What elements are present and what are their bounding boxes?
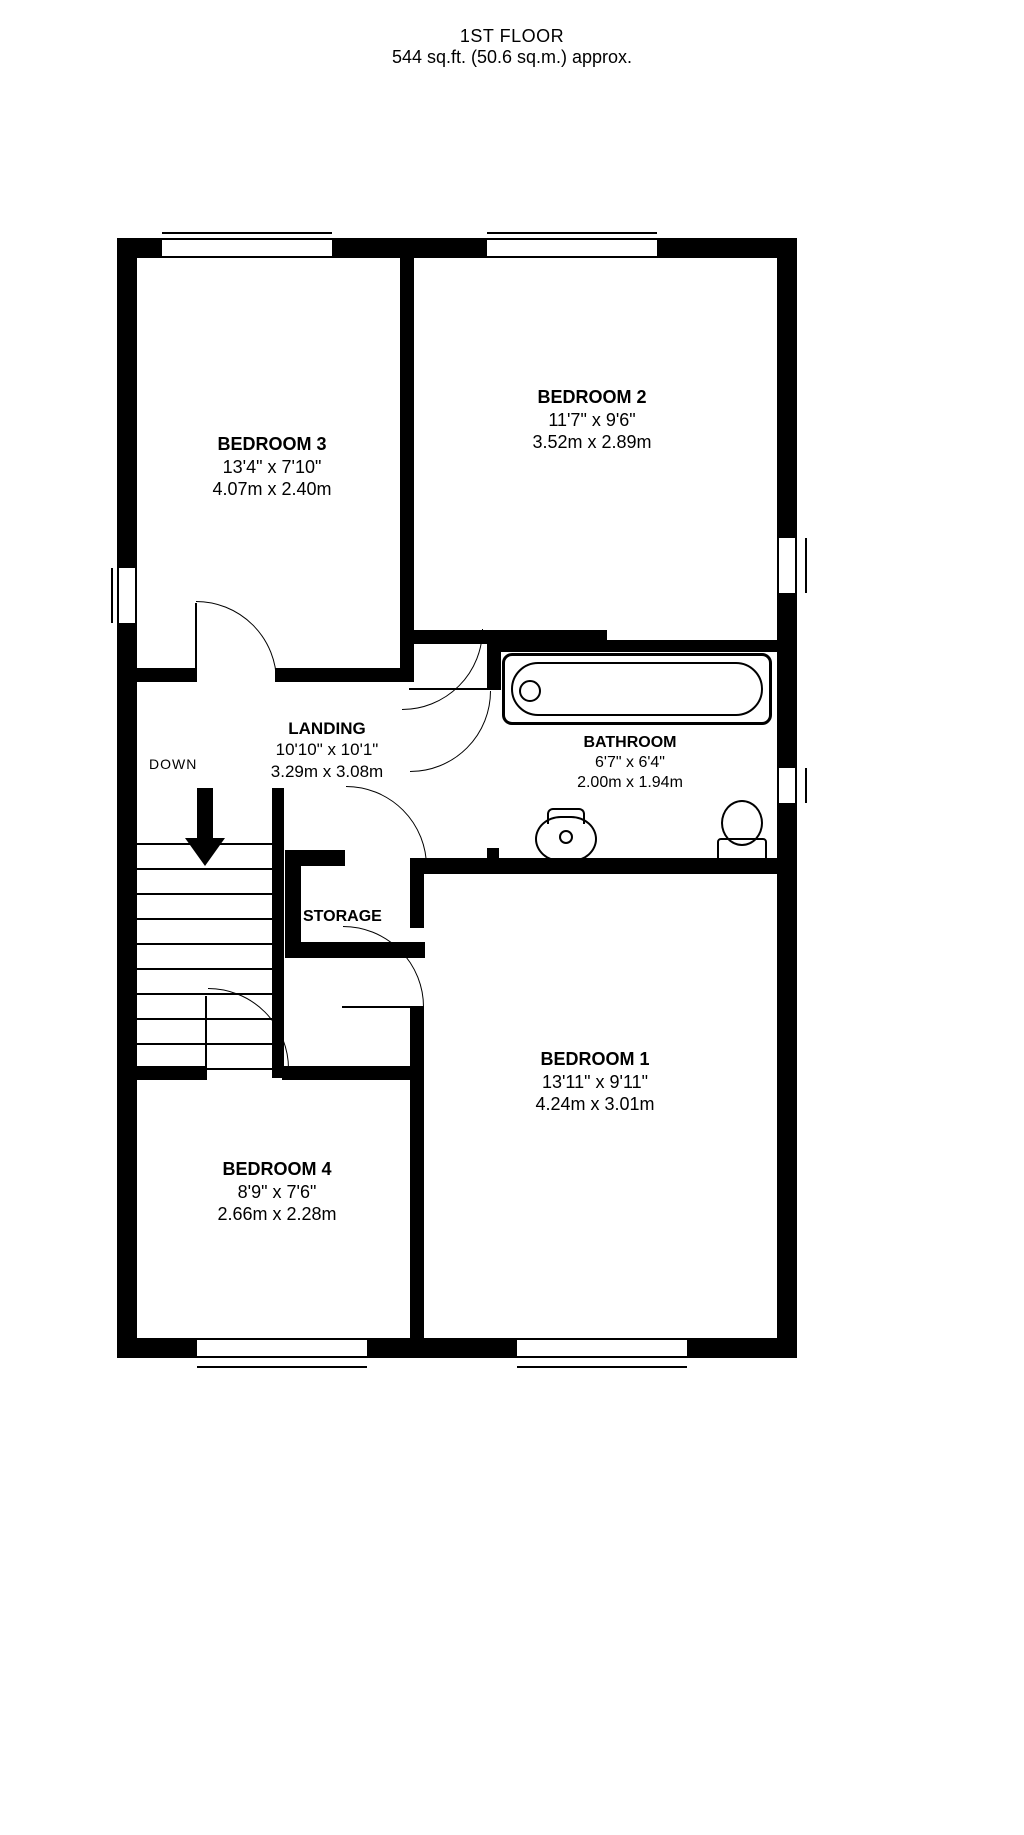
label-bedroom1: BEDROOM 1 13'11" x 9'11" 4.24m x 3.01m [445,1048,745,1116]
bathtub-icon [502,653,772,725]
label-bathroom: BATHROOM 6'7" x 6'4" 2.00m x 1.94m [515,733,745,793]
window-right-1 [777,538,797,593]
wall-bed3-bottom-b [275,668,414,682]
window-bottom-2 [517,1338,687,1358]
stairs [137,788,272,1078]
wall-bed4-top-b [282,1066,424,1080]
toilet-icon [717,800,763,858]
label-storage: STORAGE [303,908,382,926]
wall-bed1-left-top [410,858,424,928]
label-bedroom4: BEDROOM 4 8'9" x 7'6" 2.66m x 2.28m [157,1158,397,1226]
sink-icon [535,808,593,858]
wall-bed3-bottom [137,668,197,682]
window-right-2 [777,768,797,803]
label-down: DOWN [149,756,197,772]
label-bedroom2: BEDROOM 2 11'7" x 9'6" 3.52m x 2.89m [442,386,742,454]
window-top-1 [162,238,332,258]
label-bedroom3: BEDROOM 3 13'4" x 7'10" 4.07m x 2.40m [152,433,392,501]
wall-bath-left-top [487,640,499,690]
wall-bed4-right [410,1066,424,1342]
wall-bed3-bed2 [400,258,414,680]
wall-left [117,238,137,1358]
wall-storage-top [285,850,345,866]
floor-area: 544 sq.ft. (50.6 sq.m.) approx. [0,47,1024,68]
window-left [117,568,137,623]
window-top-2 [487,238,657,258]
floorplan: BEDROOM 3 13'4" x 7'10" 4.07m x 2.40m BE… [117,238,797,1358]
label-landing: LANDING 10'10" x 10'1" 3.29m x 3.08m [227,718,427,782]
wall-bed1-left-bot [410,1006,424,1066]
wall-storage-bot [285,942,425,958]
wall-bath-top [487,640,777,652]
floor-title: 1ST FLOOR [0,26,1024,47]
floorplan-header: 1ST FLOOR 544 sq.ft. (50.6 sq.m.) approx… [0,26,1024,68]
stairs-arrow [197,788,213,843]
window-bottom-1 [197,1338,367,1358]
